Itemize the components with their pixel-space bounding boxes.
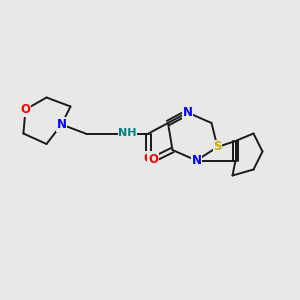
Text: N: N [191, 154, 202, 167]
Text: O: O [20, 103, 31, 116]
Text: N: N [182, 106, 193, 119]
Text: O: O [143, 152, 154, 165]
Text: N: N [56, 118, 67, 131]
Text: NH: NH [118, 128, 137, 139]
Text: O: O [148, 153, 158, 166]
Text: S: S [213, 140, 222, 154]
